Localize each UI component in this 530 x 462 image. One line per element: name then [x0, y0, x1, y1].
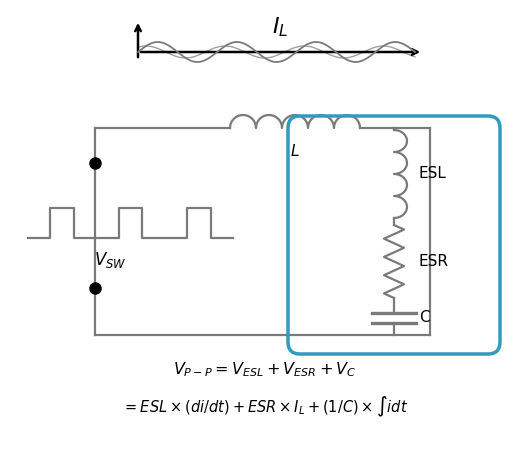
Text: C: C	[419, 310, 430, 326]
Text: ESL: ESL	[419, 166, 447, 182]
Text: $V_{SW}$: $V_{SW}$	[94, 250, 126, 270]
Text: $L$: $L$	[290, 143, 300, 159]
Text: ESR: ESR	[419, 254, 449, 269]
Text: $V_{P-P} = V_{ESL} + V_{ESR} + V_C$: $V_{P-P} = V_{ESL} + V_{ESR} + V_C$	[173, 360, 357, 379]
Text: $I_L$: $I_L$	[272, 15, 288, 39]
Text: $= ESL \times (di/dt) + ESR \times I_L + (1/C) \times \int idt$: $= ESL \times (di/dt) + ESR \times I_L +…	[122, 395, 408, 419]
